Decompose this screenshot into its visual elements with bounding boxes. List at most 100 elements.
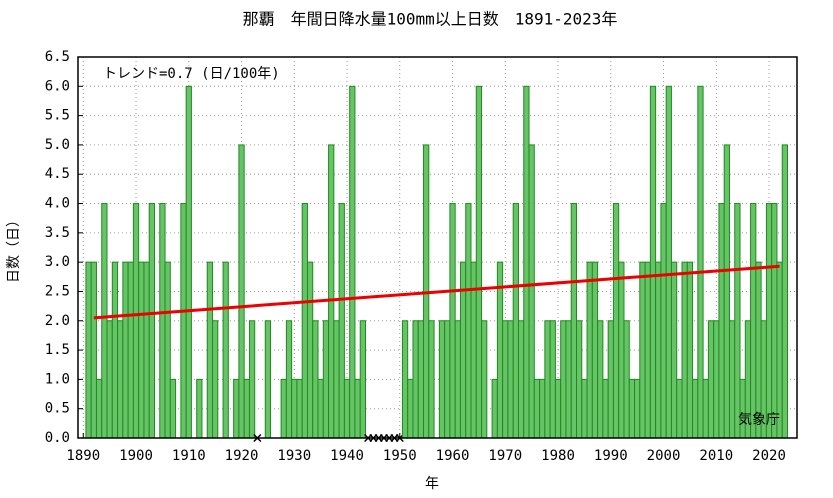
bar [349,85,356,439]
bar [180,203,187,439]
y-tick-label: 0.0 [45,430,70,446]
x-tick-label: 1940 [330,448,364,464]
bar [681,261,688,439]
bar [159,203,166,439]
bar [354,378,361,439]
bar [570,203,577,439]
y-tick-label: 2.0 [45,313,70,329]
y-tick-label: 4.5 [45,166,70,182]
bar [771,203,778,439]
y-tick-label: 6.0 [45,78,70,94]
bar [686,261,694,439]
x-tick-label: 1990 [594,448,628,464]
bar [412,320,419,439]
bar [602,378,609,439]
bar [533,378,541,439]
bar [148,203,155,439]
y-tick-label: 1.0 [45,371,70,387]
bar [338,203,345,439]
bar [465,203,472,439]
x-tick-label: 2010 [699,448,733,464]
bar [401,320,409,439]
x-axis-label: 年 [425,476,439,492]
x-tick-label: 1980 [541,448,575,464]
bar [502,320,509,439]
bar [222,261,229,439]
bar [301,203,308,439]
bar [280,378,287,439]
bar [481,320,488,439]
bar [317,378,324,439]
bar [560,320,567,439]
bar [407,378,414,439]
trend-annotation: トレンド=0.7 (日/100年) [103,66,280,82]
bar [623,320,630,439]
bar [597,320,604,439]
y-tick-label: 3.0 [45,254,70,270]
y-tick-label: 5.5 [45,108,70,124]
bar [612,203,620,439]
y-tick-label: 0.5 [45,401,70,417]
bar [343,378,351,439]
bar [248,320,256,439]
bar [428,320,435,439]
bar [143,261,150,439]
bar [243,378,250,439]
bar [212,320,219,439]
bar [639,261,646,439]
x-tick-label: 2020 [752,448,786,464]
bar [728,320,736,439]
bar [233,378,240,439]
bar [581,378,588,439]
bar [454,320,461,439]
bar [697,85,704,439]
plot-frame [77,56,798,439]
credit: 気象庁 [738,412,780,428]
bar [655,261,662,439]
y-tick-label: 6.5 [45,49,70,65]
bar [127,261,134,439]
bar [438,320,446,439]
x-tick-label: 1950 [383,448,417,464]
bar [618,261,625,439]
bar [238,144,245,439]
bar [449,203,456,439]
bar [312,320,319,439]
bar [475,85,483,439]
bar [111,261,119,439]
bar [106,320,113,439]
bar [644,261,651,439]
x-tick-label: 1910 [172,448,206,464]
x-tick-label: 2000 [647,448,681,464]
bar [549,320,556,439]
chart-title: 那覇 年間日降水量100mm以上日数 1891-2023年 [243,10,618,29]
bar [117,320,124,439]
bar [359,320,366,439]
bar [322,320,330,439]
bar [296,378,303,439]
bar [554,378,562,439]
bar [586,261,593,439]
bar [544,320,551,439]
bar [670,261,678,439]
bar [185,85,192,439]
bar [528,144,535,439]
bar [328,144,335,439]
bar [264,320,272,439]
bar [750,203,757,439]
y-tick-label: 4.0 [45,196,70,212]
bar [660,203,667,439]
bar [122,261,129,439]
x-tick-label: 1930 [277,448,311,464]
bar [575,320,583,439]
y-tick-label: 2.5 [45,283,70,299]
bar [634,378,641,439]
bar [628,378,636,439]
bar [713,320,720,439]
x-tick-label: 1890 [66,448,100,464]
x-tick-label: 1970 [488,448,522,464]
bar [739,378,746,439]
bar [723,144,730,439]
y-tick-label: 5.0 [45,137,70,153]
